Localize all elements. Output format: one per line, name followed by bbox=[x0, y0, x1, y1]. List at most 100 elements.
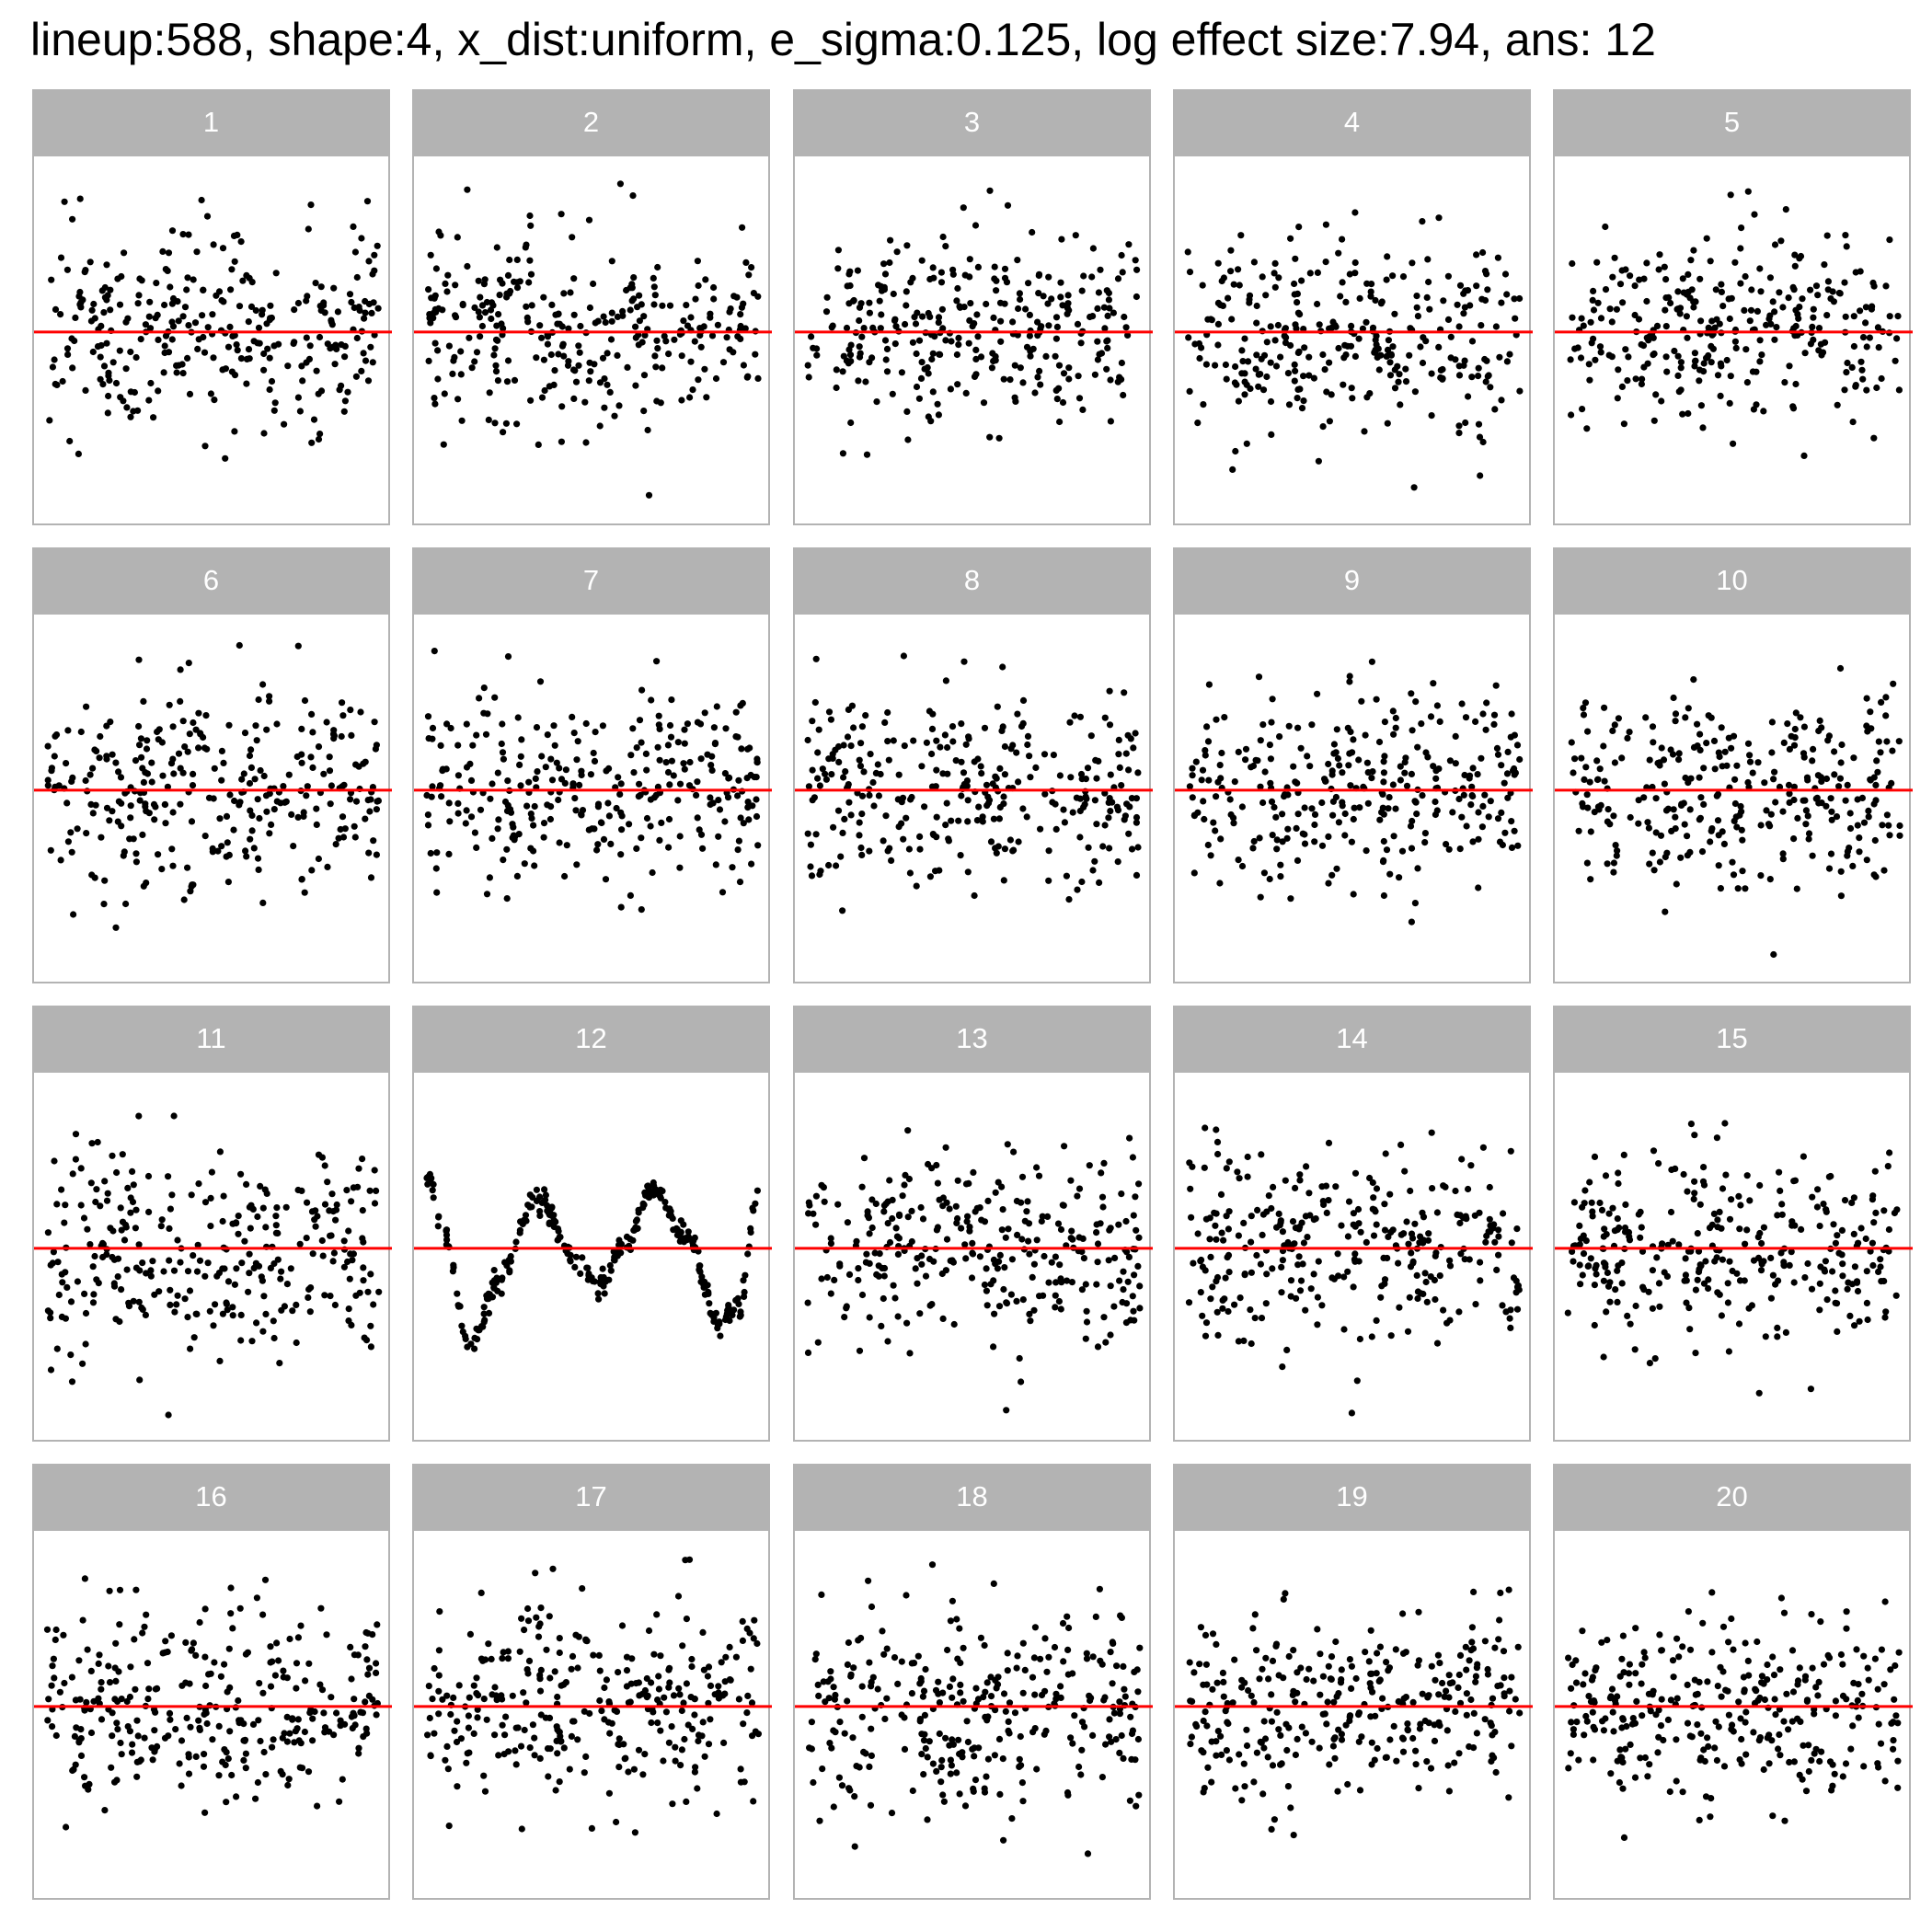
data-point bbox=[328, 1190, 336, 1198]
data-point bbox=[452, 312, 459, 319]
data-point bbox=[97, 353, 104, 361]
data-point bbox=[836, 1262, 844, 1270]
data-point bbox=[1333, 865, 1340, 872]
data-point bbox=[1091, 797, 1098, 804]
data-point bbox=[874, 761, 881, 768]
data-point bbox=[694, 814, 701, 822]
data-point bbox=[1311, 821, 1318, 829]
data-point bbox=[351, 1696, 358, 1703]
data-point bbox=[254, 339, 261, 347]
data-point bbox=[1622, 346, 1629, 353]
data-point bbox=[1121, 689, 1128, 696]
data-point bbox=[328, 1694, 335, 1701]
data-point bbox=[1122, 1300, 1131, 1307]
data-point bbox=[1041, 1252, 1048, 1260]
data-point bbox=[363, 198, 372, 205]
data-point bbox=[1743, 379, 1751, 386]
data-point bbox=[1726, 399, 1733, 407]
data-point bbox=[1115, 736, 1122, 743]
data-point bbox=[1593, 776, 1602, 784]
data-point bbox=[192, 1753, 200, 1760]
data-point bbox=[359, 1709, 366, 1717]
data-point bbox=[1026, 1310, 1033, 1317]
data-point bbox=[1349, 749, 1356, 756]
data-point bbox=[858, 1291, 867, 1299]
data-point bbox=[1132, 257, 1139, 264]
data-point bbox=[1241, 1271, 1248, 1279]
data-point bbox=[937, 279, 946, 286]
data-point bbox=[1721, 748, 1729, 755]
data-point bbox=[805, 783, 812, 790]
data-point bbox=[245, 318, 252, 326]
data-point bbox=[1300, 373, 1307, 380]
data-point bbox=[132, 353, 140, 362]
data-point bbox=[1671, 347, 1678, 355]
data-point bbox=[825, 708, 834, 716]
data-point bbox=[1769, 1271, 1777, 1279]
data-point bbox=[1848, 1199, 1856, 1206]
data-point bbox=[616, 180, 624, 188]
data-point bbox=[1408, 690, 1415, 697]
data-point bbox=[735, 1696, 742, 1703]
data-point bbox=[1711, 765, 1719, 773]
data-point bbox=[201, 1199, 210, 1206]
data-point bbox=[1314, 1321, 1321, 1328]
data-point bbox=[678, 397, 685, 404]
data-point bbox=[1218, 277, 1225, 285]
data-point bbox=[1682, 1271, 1689, 1279]
data-point bbox=[1493, 1266, 1501, 1273]
data-point bbox=[321, 1201, 329, 1208]
data-point bbox=[1409, 817, 1416, 825]
data-point bbox=[254, 796, 261, 803]
data-point bbox=[1737, 802, 1744, 811]
data-point bbox=[542, 1196, 549, 1203]
data-point bbox=[1638, 1224, 1645, 1231]
data-point bbox=[132, 1206, 140, 1213]
data-point bbox=[206, 1307, 213, 1315]
data-point bbox=[1026, 1250, 1033, 1258]
data-point bbox=[471, 1334, 478, 1341]
data-point bbox=[983, 1302, 991, 1309]
data-point bbox=[1615, 366, 1622, 374]
data-point bbox=[103, 755, 110, 763]
data-point bbox=[615, 1735, 623, 1742]
data-point bbox=[1485, 813, 1492, 821]
data-point bbox=[444, 271, 452, 279]
data-point bbox=[255, 1262, 263, 1270]
data-point bbox=[881, 270, 890, 278]
data-point bbox=[1199, 1263, 1206, 1271]
data-point bbox=[1258, 1315, 1266, 1322]
data-point bbox=[155, 736, 162, 743]
data-point bbox=[1213, 1138, 1222, 1145]
data-point bbox=[999, 663, 1006, 671]
data-point bbox=[326, 767, 334, 775]
data-point bbox=[1124, 331, 1132, 339]
data-point bbox=[1635, 797, 1642, 804]
data-point bbox=[1757, 288, 1765, 295]
data-point bbox=[933, 737, 940, 744]
data-point bbox=[1591, 1153, 1599, 1160]
data-point bbox=[195, 336, 202, 343]
data-point bbox=[1230, 820, 1237, 827]
data-point bbox=[1774, 1212, 1781, 1219]
data-point bbox=[1350, 1221, 1357, 1228]
data-point bbox=[716, 1318, 723, 1326]
facet-strip: 16 bbox=[32, 1464, 390, 1529]
data-point bbox=[573, 756, 581, 764]
data-point bbox=[734, 733, 742, 741]
data-point bbox=[1823, 232, 1831, 239]
data-point bbox=[1064, 305, 1071, 312]
data-point bbox=[170, 770, 178, 777]
data-point bbox=[1672, 710, 1680, 718]
data-point bbox=[632, 323, 639, 330]
facet-label: 9 bbox=[1343, 563, 1361, 596]
data-point bbox=[740, 1277, 747, 1284]
data-point bbox=[1267, 397, 1275, 406]
data-point bbox=[1749, 368, 1756, 375]
data-point bbox=[881, 337, 890, 344]
data-point bbox=[1371, 1206, 1378, 1213]
data-point bbox=[203, 745, 211, 753]
data-point bbox=[1255, 383, 1262, 390]
data-point bbox=[1136, 1305, 1144, 1312]
data-point bbox=[1259, 799, 1267, 807]
